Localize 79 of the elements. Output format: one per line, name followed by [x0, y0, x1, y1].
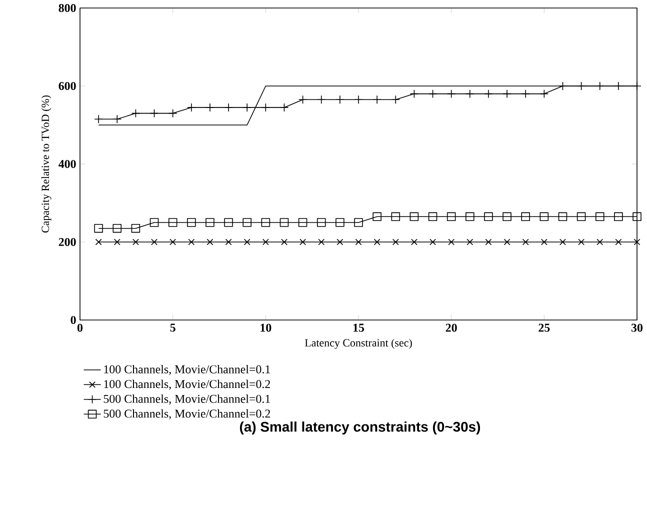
point [112, 224, 122, 233]
y-tick-label: 800 [58, 4, 76, 12]
point [448, 238, 455, 246]
point [595, 212, 604, 222]
point [150, 218, 159, 227]
point [540, 212, 549, 222]
point [466, 212, 474, 222]
point [316, 218, 326, 227]
point [615, 238, 622, 246]
x-tick-label: 5 [170, 324, 176, 332]
x-tick-label: 15 [353, 324, 364, 332]
point [392, 238, 399, 246]
point [502, 212, 512, 222]
y-tick-label: 0 [70, 316, 76, 324]
point [446, 212, 456, 222]
point [430, 238, 436, 246]
point [206, 218, 214, 227]
point [372, 212, 382, 222]
point [521, 212, 530, 222]
y-tick-label: 200 [58, 238, 76, 246]
x-tick-label: 30 [631, 324, 643, 332]
x-tick-label: 20 [446, 324, 457, 332]
point [131, 224, 140, 233]
point [484, 212, 493, 222]
point [410, 238, 418, 246]
point [281, 238, 288, 246]
point [504, 238, 510, 246]
point [187, 218, 196, 227]
point [94, 224, 103, 233]
legend-label: 100 Channels, Movie/Channel=0.1 [104, 364, 270, 376]
x-tick-label: 10 [260, 324, 272, 332]
point [244, 238, 250, 246]
point [578, 238, 585, 246]
point [336, 218, 344, 227]
point [168, 218, 178, 227]
point [540, 238, 548, 246]
point [280, 218, 289, 227]
point [632, 212, 642, 222]
legend-label: 100 Channels, Movie/Channel=0.2 [104, 380, 270, 390]
point [374, 238, 380, 246]
point [151, 238, 158, 246]
point [132, 238, 139, 246]
point [522, 238, 529, 246]
point [596, 238, 604, 246]
point [224, 218, 233, 227]
point [114, 238, 120, 246]
point [428, 212, 438, 222]
point [576, 212, 586, 222]
x-tick-label: 0 [77, 324, 83, 332]
point [355, 238, 362, 246]
point [558, 212, 568, 222]
point [242, 218, 252, 227]
point [410, 212, 419, 222]
point [188, 238, 195, 246]
point [336, 238, 344, 246]
point [225, 238, 232, 246]
point [466, 238, 474, 246]
x-axis-title: Latency Constraint (sec) [304, 338, 412, 349]
point [261, 218, 270, 227]
point [634, 238, 640, 246]
point [300, 238, 306, 246]
x-tick-label: 25 [538, 324, 550, 332]
point [391, 212, 400, 222]
y-tick-label: 600 [58, 82, 76, 90]
point [614, 212, 623, 222]
point [318, 238, 325, 246]
y-axis-title: Capacity Relative to TVoD (%) [41, 95, 52, 233]
point [485, 238, 492, 246]
y-tick-label: 400 [58, 160, 76, 168]
point [298, 218, 308, 227]
point [206, 238, 214, 246]
legend-label: 500 Channels, Movie/Channel=0.1 [104, 394, 270, 405]
point [262, 238, 269, 246]
point [95, 238, 102, 246]
text: (a) Small latency constraints (0~30s) [240, 421, 480, 434]
point [560, 238, 566, 246]
point [170, 238, 176, 246]
point [354, 218, 363, 227]
legend-label: 500 Channels, Movie/Channel=0.2 [104, 409, 270, 420]
